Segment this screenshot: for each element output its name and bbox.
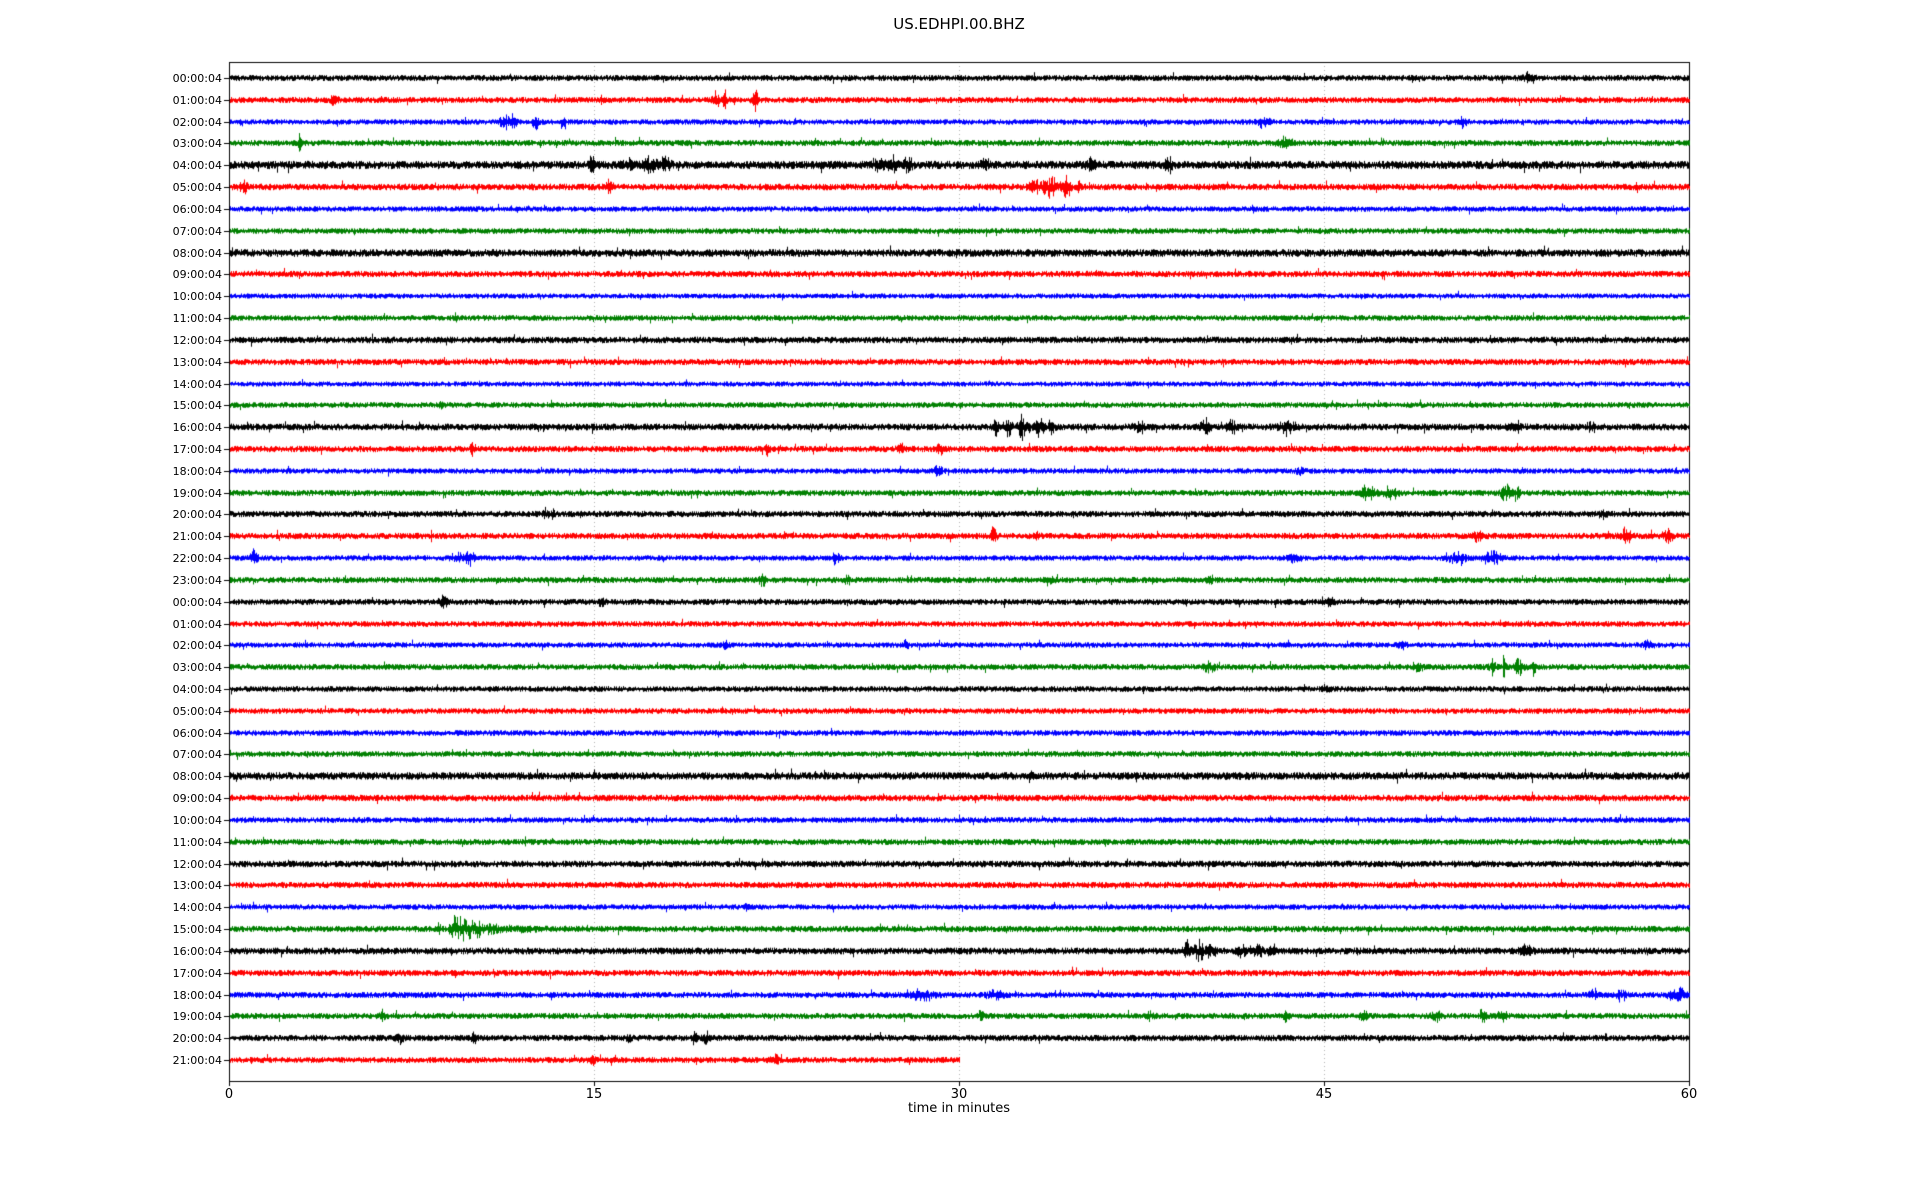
row-time-label: 18:00:04 <box>172 989 222 1002</box>
x-tick-label: 30 <box>950 1087 968 1102</box>
row-time-label: 12:00:04 <box>172 334 222 347</box>
row-time-label: 22:00:04 <box>172 552 222 565</box>
row-time-label: 13:00:04 <box>172 356 222 369</box>
row-time-label: 10:00:04 <box>172 814 222 827</box>
row-time-label: 23:00:04 <box>172 574 222 587</box>
row-time-label: 17:00:04 <box>172 967 222 980</box>
row-time-label: 02:00:04 <box>172 116 222 129</box>
row-time-label: 21:00:04 <box>172 1054 222 1067</box>
row-time-label: 08:00:04 <box>172 247 222 260</box>
row-time-label: 19:00:04 <box>172 487 222 500</box>
row-time-label: 20:00:04 <box>172 508 222 521</box>
row-time-label: 19:00:04 <box>172 1010 222 1023</box>
row-time-label: 00:00:04 <box>172 72 222 85</box>
row-time-label: 08:00:04 <box>172 770 222 783</box>
x-tick-label: 60 <box>1680 1087 1698 1102</box>
row-time-label: 09:00:04 <box>172 268 222 281</box>
row-time-label: 07:00:04 <box>172 748 222 761</box>
row-time-label: 01:00:04 <box>172 618 222 631</box>
row-time-label: 01:00:04 <box>172 94 222 107</box>
row-time-label: 18:00:04 <box>172 465 222 478</box>
row-time-label: 06:00:04 <box>172 727 222 740</box>
row-time-label: 07:00:04 <box>172 225 222 238</box>
row-time-label: 21:00:04 <box>172 530 222 543</box>
row-time-label: 11:00:04 <box>172 836 222 849</box>
row-time-label: 12:00:04 <box>172 858 222 871</box>
row-time-label: 16:00:04 <box>172 421 222 434</box>
row-time-label: 04:00:04 <box>172 683 222 696</box>
row-time-label: 16:00:04 <box>172 945 222 958</box>
row-time-label: 05:00:04 <box>172 705 222 718</box>
row-time-label: 15:00:04 <box>172 923 222 936</box>
row-time-label: 17:00:04 <box>172 443 222 456</box>
row-time-label: 15:00:04 <box>172 399 222 412</box>
row-time-label: 03:00:04 <box>172 661 222 674</box>
x-tick-label: 0 <box>224 1087 234 1102</box>
row-time-label: 03:00:04 <box>172 137 222 150</box>
x-tick-label: 45 <box>1315 1087 1333 1102</box>
row-time-label: 00:00:04 <box>172 596 222 609</box>
row-time-label: 20:00:04 <box>172 1032 222 1045</box>
row-time-label: 13:00:04 <box>172 879 222 892</box>
x-tick-label: 15 <box>585 1087 603 1102</box>
row-time-label: 05:00:04 <box>172 181 222 194</box>
row-time-label: 04:00:04 <box>172 159 222 172</box>
row-time-label: 06:00:04 <box>172 203 222 216</box>
x-axis-title: time in minutes <box>907 1101 1011 1116</box>
row-time-label: 09:00:04 <box>172 792 222 805</box>
row-time-label: 02:00:04 <box>172 639 222 652</box>
row-time-label: 14:00:04 <box>172 378 222 391</box>
row-time-label: 11:00:04 <box>172 312 222 325</box>
row-time-label: 10:00:04 <box>172 290 222 303</box>
row-time-label: 14:00:04 <box>172 901 222 914</box>
